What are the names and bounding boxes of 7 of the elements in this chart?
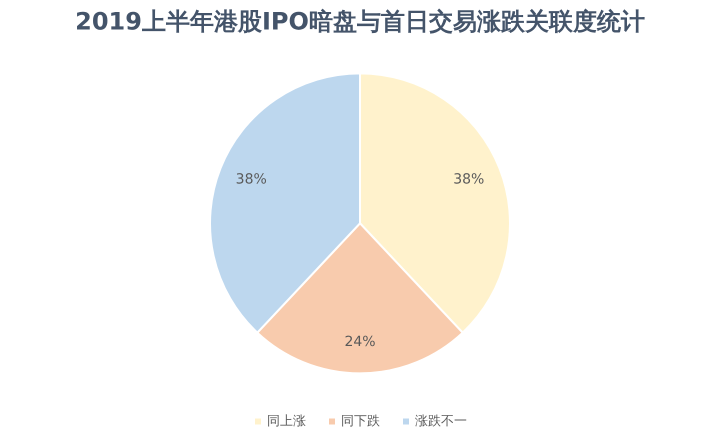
data-label: 38% (453, 172, 484, 188)
legend-label: 同上涨 (267, 413, 306, 430)
chart-title: 2019上半年港股IPO暗盘与首日交易涨跌关联度统计 (75, 8, 645, 36)
legend-label: 涨跌不一 (415, 413, 467, 430)
data-label: 24% (344, 334, 376, 350)
data-label: 38% (236, 172, 267, 188)
legend-label: 同下跌 (341, 413, 380, 430)
